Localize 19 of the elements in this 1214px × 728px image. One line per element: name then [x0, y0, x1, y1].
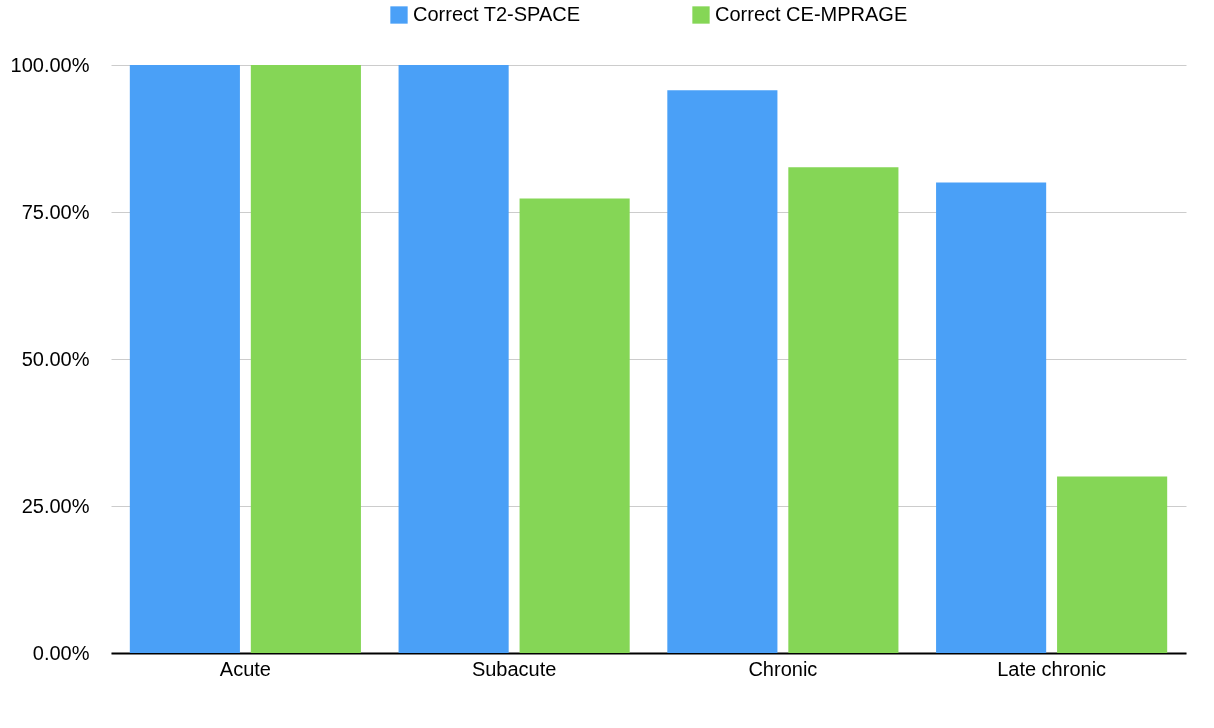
y-tick-label: 50.00% — [21, 347, 90, 370]
legend-label: Correct CE-MPRAGE — [715, 3, 908, 25]
bar — [129, 65, 240, 653]
bar — [398, 65, 509, 653]
x-tick-label: Chronic — [748, 657, 818, 680]
y-tick-label: 25.00% — [21, 494, 90, 517]
legend-label: Correct T2-SPACE — [413, 3, 581, 25]
x-tick-label: Late chronic — [997, 657, 1107, 680]
x-tick-label: Subacute — [471, 657, 557, 680]
y-tick-label: 100.00% — [10, 53, 90, 76]
y-tick-label: 0.00% — [32, 641, 90, 664]
y-tick-label: 75.00% — [21, 200, 90, 223]
bar — [1057, 476, 1168, 653]
bar — [788, 167, 899, 653]
x-tick-label: Acute — [219, 657, 271, 680]
bar — [250, 65, 361, 653]
bar — [667, 90, 778, 653]
bar — [936, 182, 1047, 653]
bar — [519, 198, 630, 653]
